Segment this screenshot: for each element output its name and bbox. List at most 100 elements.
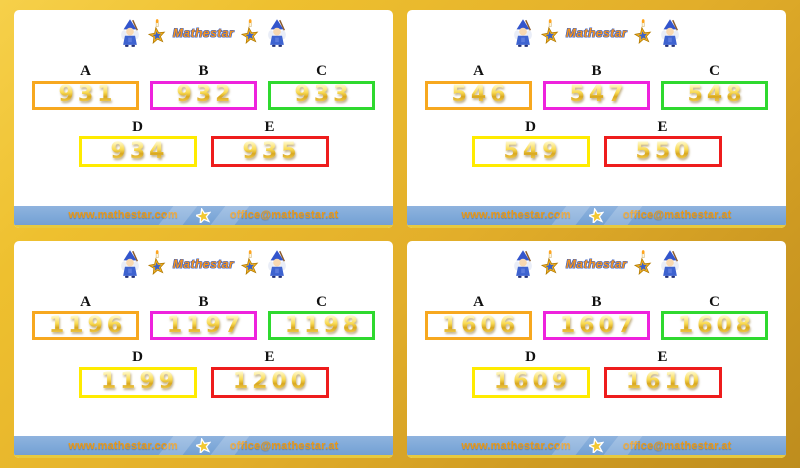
answer-box-c: 1198 [268,311,375,340]
answer-group-b: B 932 [150,63,257,110]
answer-row-top: A 546 B 547 C 548 [407,63,786,110]
number-value: 1197 [163,314,244,337]
number-value: 550 [632,140,694,163]
answer-group-d: D 1199 [78,349,197,398]
answer-label: C [316,293,327,310]
answer-label: B [591,293,602,310]
answer-group-c: C 1198 [268,293,375,340]
answer-box-e: 1610 [603,366,722,398]
answer-label: E [264,349,275,365]
star-candle-icon [632,249,654,278]
wizard-icon [119,249,141,279]
worksheet-card-2: Mathestar A 546 B 547 C 548 D 549 [407,10,786,228]
card-footer: www.mathestar.com office@mathestar.at [407,436,786,458]
card-footer: www.mathestar.com office@mathestar.at [14,436,393,458]
wizard-icon [512,18,534,48]
answer-group-c: C 548 [661,63,768,110]
answer-label: A [473,293,484,310]
worksheet-card-1: Mathestar A 931 B 932 C 933 D 934 [14,10,393,228]
answer-box-c: 1608 [661,311,768,340]
answer-box-d: 549 [471,136,590,167]
answer-group-e: E 1610 [603,349,722,398]
number-value: 935 [239,140,301,163]
number-value: 1609 [490,371,571,393]
answer-box-e: 1200 [210,366,329,398]
answer-row-bottom: D 549 E 550 [407,118,786,167]
answer-box-c: 548 [661,80,768,110]
answer-label: B [198,63,209,79]
answer-label: C [316,63,327,79]
star-candle-icon [146,19,168,47]
worksheet-card-3: Mathestar A 1196 B 1197 C 1198 D 1199 [14,240,393,458]
wizard-icon [119,18,141,48]
number-value: 934 [107,140,169,163]
email-link: office@mathestar.at [622,439,732,452]
answer-label: A [80,293,91,310]
answer-box-e: 935 [210,136,329,167]
star-candle-icon [539,19,561,47]
answer-group-b: B 1197 [150,293,257,340]
answer-row-bottom: D 1609 E 1610 [407,349,786,398]
answer-label: E [657,118,668,135]
answer-row-top: A 1196 B 1197 C 1198 [14,293,393,340]
mathestar-logo: Mathestar [14,17,393,49]
answer-label: D [132,118,143,135]
answer-box-b: 1607 [543,311,650,340]
answer-box-a: 931 [32,80,139,110]
number-value: 1199 [97,371,178,393]
answer-label: C [709,63,720,79]
wizard-icon [266,18,288,48]
answer-group-a: A 1606 [425,293,532,340]
answer-row-bottom: D 1199 E 1200 [14,349,393,398]
answer-group-e: E 935 [210,118,329,167]
number-value: 1608 [674,314,755,337]
answer-label: D [525,118,536,135]
star-candle-icon [539,249,561,278]
number-value: 547 [566,84,628,106]
number-value: 932 [173,84,235,106]
number-value: 1610 [622,371,703,393]
footer-star-icon [182,206,226,225]
answer-label: B [198,293,209,310]
logo-text: Mathestar [172,26,235,40]
wizard-icon [659,18,681,48]
answer-label: E [264,118,275,135]
number-value: 931 [55,84,117,106]
answer-box-d: 1199 [78,366,197,398]
email-link: office@mathestar.at [229,209,339,221]
answer-label: A [80,63,91,79]
number-value: 548 [684,84,746,106]
number-value: 546 [448,84,510,106]
star-candle-icon [632,19,654,47]
answer-group-a: A 546 [425,63,532,110]
answer-box-a: 1196 [32,311,139,340]
number-value: 549 [500,140,562,163]
answer-group-a: A 931 [32,63,139,110]
website-link: www.mathestar.com [68,439,178,452]
answer-group-c: C 1608 [661,294,768,340]
answer-label: B [591,63,602,79]
worksheet-card-4: Mathestar A 1606 B 1607 C 1608 D 1609 [407,240,786,458]
answer-group-c: C 933 [268,63,375,110]
answer-box-d: 934 [78,136,197,167]
answer-box-b: 1197 [150,311,257,340]
website-link: www.mathestar.com [461,209,571,221]
answer-box-e: 550 [603,136,722,167]
answer-label: D [525,349,536,365]
wizard-icon [266,249,288,279]
email-link: office@mathestar.at [229,439,339,452]
logo-text: Mathestar [565,256,628,271]
answer-row-top: A 931 B 932 C 933 [14,63,393,110]
answer-group-e: E 1200 [210,349,329,398]
footer-star-icon [182,436,226,455]
mathestar-logo: Mathestar [14,248,393,280]
mathestar-logo: Mathestar [407,248,786,280]
website-link: www.mathestar.com [461,439,571,452]
answer-box-a: 546 [425,80,532,110]
answer-box-d: 1609 [471,366,590,398]
mathestar-logo: Mathestar [407,17,786,49]
answer-box-a: 1606 [425,311,532,340]
answer-box-c: 933 [268,80,375,110]
answer-group-a: A 1196 [32,293,139,340]
